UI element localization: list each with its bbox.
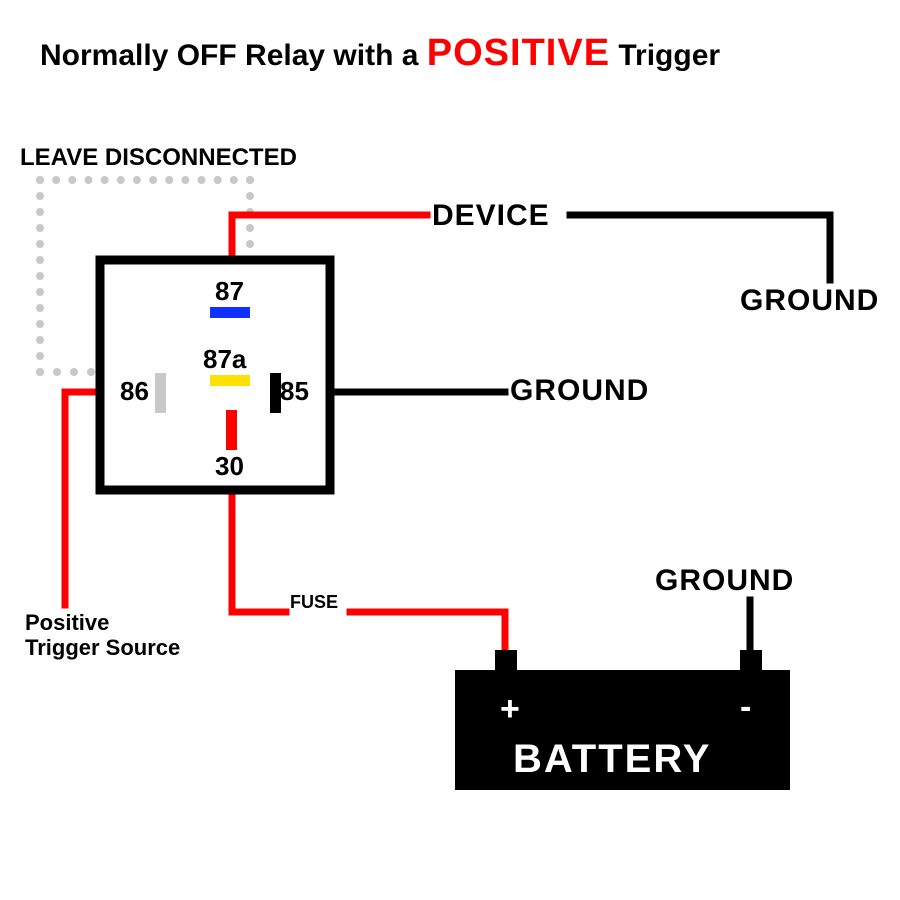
pin-mark-86 bbox=[155, 373, 166, 413]
label-pin-85: 85 bbox=[280, 376, 309, 406]
pin-mark-87 bbox=[210, 307, 250, 318]
label-trigger-line2: Trigger Source bbox=[25, 635, 180, 660]
label-pin-87a: 87a bbox=[203, 344, 247, 374]
battery-post-neg bbox=[740, 650, 762, 672]
title-em: POSITIVE bbox=[427, 32, 610, 74]
pin-mark-30 bbox=[226, 410, 237, 450]
label-trigger-line1: Positive bbox=[25, 610, 109, 635]
battery-plus-symbol: + bbox=[500, 690, 520, 728]
label-fuse: FUSE bbox=[290, 592, 338, 612]
label-ground-85: GROUND bbox=[510, 374, 649, 407]
label-device: DEVICE bbox=[432, 199, 550, 232]
pin-mark-87a bbox=[210, 375, 250, 386]
label-ground-device: GROUND bbox=[740, 284, 879, 317]
battery-label: BATTERY bbox=[513, 737, 711, 781]
label-pin-86: 86 bbox=[120, 376, 149, 406]
label-ground-battery: GROUND bbox=[655, 564, 794, 597]
diagram-title: Normally OFF Relay with a POSITIVE Trigg… bbox=[40, 32, 720, 74]
battery-post-pos bbox=[495, 650, 517, 672]
battery-minus-symbol: - bbox=[740, 688, 751, 726]
label-pin-30: 30 bbox=[215, 451, 244, 481]
label-leave-disconnected: LEAVE DISCONNECTED bbox=[20, 144, 297, 171]
title-pre: Normally OFF Relay with a bbox=[40, 39, 427, 72]
title-post: Trigger bbox=[610, 39, 720, 72]
label-pin-87: 87 bbox=[215, 276, 244, 306]
